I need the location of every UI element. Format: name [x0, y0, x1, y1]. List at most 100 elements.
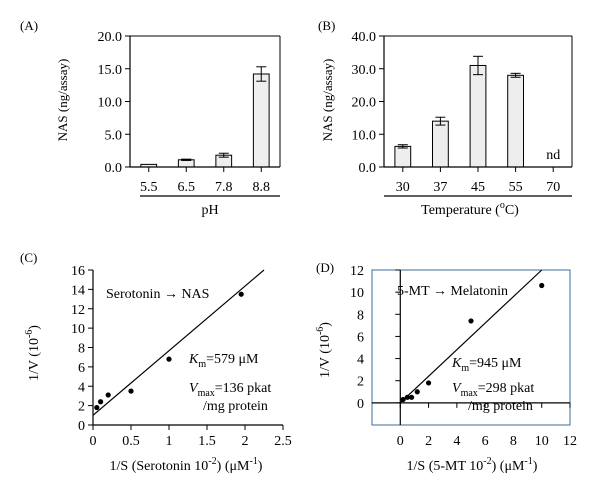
b-category-label: 70	[546, 180, 560, 195]
panel-c-x-ticks: 0 0.5 1 1.5 2 2.5	[90, 425, 292, 449]
panel-c-vmax-sub: max	[198, 388, 215, 399]
panel-d-ylabel-close: )	[318, 322, 333, 327]
a-bar	[252, 73, 270, 168]
b-ytick-label: 40.0	[352, 30, 377, 45]
panel-d-ylabel-exp: -6	[315, 327, 326, 335]
c-ytick-label: 4	[78, 380, 85, 395]
panel-c-ylabel: 1/V (10-6)	[24, 325, 42, 381]
panel-d-reaction: 5-MT → Melatonin	[397, 284, 508, 299]
d-xtick-label: 0	[397, 434, 404, 449]
panel-c-points	[94, 291, 244, 411]
c-ytick-label: 10	[71, 322, 85, 337]
panel-d-ylabel-main: 1/V (10	[318, 335, 333, 378]
panel-c-km: Km=579 μM	[188, 352, 259, 370]
panel-c-ylabel-exp: -6	[24, 330, 35, 338]
panel-d: (D) 1/V (10-6) 0 2 4 6 8 10 12 0 2 4 6 8 10 12 5-MT …	[315, 260, 577, 474]
d-xtick-label: 12	[563, 434, 577, 449]
b-bar	[432, 120, 449, 168]
panel-c-vmax-unit: /mg protein	[203, 399, 268, 414]
panel-d-xlabel-main: 1/S (5-MT 10	[407, 459, 484, 474]
b-bar	[394, 145, 412, 168]
panel-a-y-ticks: 0.0 5.0 10.0 15.0 20.0	[98, 30, 130, 176]
panel-b-xlabel-end: C)	[505, 203, 519, 218]
panel-b-xlabel-sup: o	[500, 200, 505, 211]
b-ytick-label: 0.0	[359, 161, 377, 176]
panel-c-xlabel-unit-exp: -1	[249, 456, 257, 467]
c-ytick-label: 2	[78, 400, 85, 415]
a-ytick-label: 20.0	[98, 30, 123, 45]
d-xtick-label: 8	[510, 434, 517, 449]
c-ytick-label: 12	[71, 303, 85, 318]
panel-d-frame	[371, 269, 571, 426]
panel-a-ylabel: NAS (ng/assay)	[55, 59, 70, 142]
panel-c-xlabel-exp: -2	[208, 456, 216, 467]
panel-d-xlabel: 1/S (5-MT 10-2) (μM-1)	[407, 456, 538, 474]
c-ytick-label: 8	[78, 342, 85, 357]
panel-c-xlabel-unit: ) (μM	[217, 459, 250, 474]
panel-c-vmax: Vmax=136 pkat	[189, 381, 271, 399]
b-bar	[469, 64, 487, 168]
panel-d-vmax: Vmax=298 pkat	[452, 381, 534, 399]
d-ytick-label: 2	[357, 375, 364, 390]
panel-d-xlabel-unit: ) (μM	[492, 459, 525, 474]
panel-b-y-ticks: 0.0 10.0 20.0 30.0 40.0	[352, 30, 384, 176]
panel-d-ylabel: 1/V (10-6)	[315, 322, 333, 378]
c-xtick-label: 2.5	[274, 434, 292, 449]
panel-c-fit-line	[92, 269, 265, 416]
d-data-point	[400, 396, 406, 403]
panel-d-vmax-sub: max	[461, 388, 478, 399]
panel-c-vmax-symbol: V	[189, 381, 199, 396]
panel-c-xlabel: 1/S (Serotonin 10-2) (μM-1)	[110, 456, 263, 474]
panel-d-km-sub: m	[461, 363, 469, 374]
panel-d-xlabel-exp: -2	[483, 456, 491, 467]
d-xtick-label: 4	[453, 434, 460, 449]
panel-c-ylabel-main: 1/V (10	[27, 338, 42, 381]
panel-a: (A) NAS (ng/assay) 0.0 5.0 10.0 15.0 20.0 5.…	[20, 18, 281, 218]
a-category-label: 6.5	[178, 180, 196, 195]
panel-d-xlabel-close: )	[533, 459, 538, 474]
a-ytick-label: 15.0	[98, 63, 123, 78]
c-xtick-label: 0.5	[122, 434, 140, 449]
c-data-point	[238, 291, 244, 297]
c-ytick-label: 16	[71, 264, 85, 279]
panel-b-ylabel: NAS (ng/assay)	[320, 59, 335, 142]
panel-b: (B) NAS (ng/assay) 0.0 10.0 20.0 30.0 40.0 n…	[318, 18, 573, 218]
panel-c-km-sub: m	[198, 359, 206, 370]
b-bar	[507, 74, 524, 168]
panel-c-xlabel-close: )	[258, 459, 263, 474]
a-ytick-label: 0.0	[105, 161, 123, 176]
panel-b-bars: nd	[394, 55, 560, 168]
c-data-point	[128, 388, 134, 394]
panel-b-xlabel: Temperature (oC)	[421, 200, 519, 218]
panel-c: (C) 1/V (10-6) 0 2 4 6 8 10 12 14 16 0 0.5 1 1.5 2 2.…	[20, 250, 292, 474]
d-ytick-label: 12	[350, 264, 364, 279]
panel-a-categories: 5.5 6.5 7.8 8.8	[140, 167, 270, 195]
d-ytick-label: 0	[357, 397, 364, 412]
panel-c-ylabel-close: )	[27, 325, 42, 330]
panel-b-ylabel-text: NAS (ng/assay)	[320, 59, 335, 142]
b-category-label: 30	[396, 180, 410, 195]
b-category-label: 55	[509, 180, 523, 195]
b-bar-label: nd	[546, 148, 560, 163]
panel-c-km-value: =579 μM	[206, 352, 259, 367]
panel-c-vmax-value: =136 pkat	[215, 381, 272, 396]
c-ytick-label: 6	[78, 361, 85, 376]
c-data-point	[98, 399, 104, 405]
panel-d-vmax-value: =298 pkat	[478, 381, 535, 396]
b-category-label: 45	[471, 180, 485, 195]
b-ytick-label: 20.0	[352, 96, 377, 111]
panel-a-bars	[140, 66, 270, 168]
d-ytick-label: 6	[357, 330, 364, 345]
a-ytick-label: 10.0	[98, 96, 123, 111]
panel-d-xlabel-unit-exp: -1	[524, 456, 532, 467]
d-ytick-label: 8	[357, 308, 364, 323]
a-category-label: 8.8	[253, 180, 271, 195]
c-data-point	[105, 392, 111, 398]
d-xtick-label: 6	[482, 434, 489, 449]
panel-d-label: (D)	[316, 260, 334, 275]
d-xtick-label: 2	[425, 434, 432, 449]
panel-d-points	[400, 282, 545, 403]
panel-c-y-ticks: 0 2 4 6 8 10 12 14 16	[71, 264, 93, 434]
panel-c-reaction: Serotonin → NAS	[106, 287, 209, 302]
panel-a-ylabel-text: NAS (ng/assay)	[55, 59, 70, 142]
